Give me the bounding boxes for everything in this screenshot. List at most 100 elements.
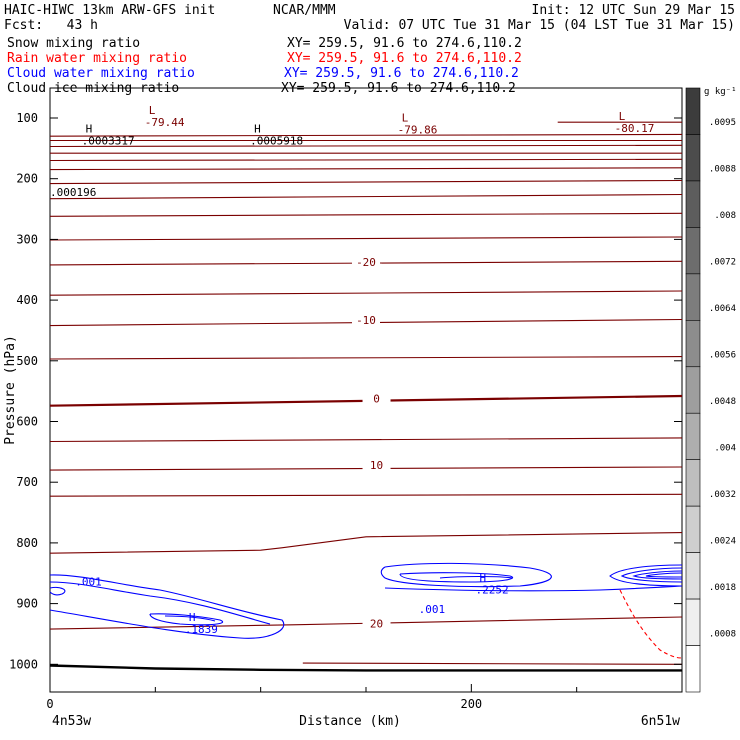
contour-value-label: 10 xyxy=(370,459,383,472)
cloud-water-contour xyxy=(632,570,683,580)
contour-label-background xyxy=(352,314,380,327)
colorbar-segment xyxy=(685,598,701,646)
colorbar-tick-label: .004 xyxy=(714,443,736,453)
contour-label-background xyxy=(362,392,391,405)
extremum-value-label: -80.17 xyxy=(615,122,655,135)
temperature-contour-line xyxy=(49,532,683,554)
temperature-contour-line xyxy=(49,133,683,137)
temperature-contour-line xyxy=(49,493,683,497)
temperature-contour-line xyxy=(49,193,683,200)
extremum-type-label: H xyxy=(86,122,93,135)
y-tick-label: 300 xyxy=(16,232,38,246)
extremum-type-label: L xyxy=(402,111,409,124)
org-title: NCAR/MMM xyxy=(273,3,336,18)
ground-surface-line xyxy=(49,664,682,672)
colorbar-segment xyxy=(685,180,701,228)
colorbar-tick-label: .0032 xyxy=(709,490,736,500)
extremum-type-label: H xyxy=(189,611,196,624)
temperature-contour-line xyxy=(49,167,683,171)
colorbar-tick-label: .0018 xyxy=(709,583,736,593)
colorbar-tick-label: .008 xyxy=(714,211,736,221)
colorbar-tick-label: .0008 xyxy=(709,629,736,639)
valid-time: Valid: 07 UTC Tue 31 Mar 15 (04 LST Tue … xyxy=(344,18,735,33)
cloud-water-contour xyxy=(384,585,683,592)
colorbar-segment xyxy=(685,273,701,321)
colorbar-segment xyxy=(685,459,701,507)
field-legend: Snow mixing ratio XY= 259.5, 91.6 to 274… xyxy=(7,36,522,96)
colorbar-tick-label: .0095 xyxy=(709,118,736,128)
colorbar-segment xyxy=(685,645,701,693)
extremum-value-label: .001 xyxy=(419,603,446,616)
contour-label-background xyxy=(362,617,391,630)
y-tick-label: 1000 xyxy=(9,657,38,671)
cloud-water-contour xyxy=(439,575,513,579)
y-axis-label: Pressure (hPa) xyxy=(3,335,18,445)
extremum-value-label: .1839 xyxy=(185,623,218,636)
legend-snow-label: Snow mixing ratio xyxy=(7,36,140,51)
colorbar-segment xyxy=(685,320,701,368)
temperature-contour-line xyxy=(49,158,683,162)
y-tick-label: 900 xyxy=(16,597,38,611)
y-tick-label: 700 xyxy=(16,475,38,489)
extremum-type-label: L xyxy=(619,110,626,123)
temperature-contour-line xyxy=(302,662,683,665)
extremum-value-label: .001 xyxy=(75,576,102,589)
colorbar-tick-label: .0072 xyxy=(709,258,736,268)
colorbar-tick-label: .0024 xyxy=(709,536,736,546)
temperature-contour-line xyxy=(49,356,683,360)
cloud-water-contour xyxy=(380,562,552,588)
temperature-contour-line xyxy=(49,616,683,630)
legend-snow-xy: XY= 259.5, 91.6 to 274.6,110.2 xyxy=(287,36,522,51)
contour-label-background xyxy=(352,255,380,268)
colorbar-unit: g kg⁻¹ xyxy=(704,87,737,97)
cloud-water-contour xyxy=(164,615,216,622)
rain-water-contour xyxy=(619,589,683,659)
colorbar-tick-label: .0064 xyxy=(709,304,736,314)
colorbar-segment xyxy=(685,412,701,460)
colorbar-segment xyxy=(685,87,701,135)
temperature-contour-line xyxy=(49,437,683,443)
colorbar-tick-label: .0088 xyxy=(709,165,736,175)
colorbar-segment xyxy=(685,552,701,600)
legend-cloudwater-xy: XY= 259.5, 91.6 to 274.6,110.2 xyxy=(284,66,519,81)
extremum-value-label: .000196 xyxy=(50,186,96,199)
colorbar-segment xyxy=(685,227,701,275)
contour-value-label: -10 xyxy=(356,314,376,327)
colorbar-segment xyxy=(685,134,701,182)
y-tick-label: 100 xyxy=(16,111,38,125)
colorbar: .0095 .0088 .008 .0072 .0064 .0056 .0048 .004 .0… xyxy=(685,87,736,693)
temperature-contour-line xyxy=(49,212,683,217)
legend-rain-label: Rain water mixing ratio xyxy=(7,51,187,66)
cloud-water-contour xyxy=(620,567,683,583)
colorbar-segment xyxy=(685,366,701,414)
forecast-hour: Fcst: 43 h xyxy=(4,18,98,33)
colorbar-segment xyxy=(685,505,701,553)
extremum-value-label: .0003317 xyxy=(82,134,135,147)
colorbar-tick-label: .0056 xyxy=(709,351,736,361)
colorbar-tick-label: .0048 xyxy=(709,397,736,407)
y-tick-label: 400 xyxy=(16,293,38,307)
cloud-water-contour xyxy=(49,581,271,625)
temperature-contour-line xyxy=(49,236,683,241)
extremum-value-label: .0005918 xyxy=(250,134,303,147)
cloud-water-contour xyxy=(49,586,66,596)
extremum-value-label: -79.44 xyxy=(145,116,185,129)
temperature-contour-line xyxy=(49,290,683,296)
extremum-type-label: H xyxy=(254,122,261,135)
extremum-value-label: .2252 xyxy=(476,583,509,596)
model-title: HAIC-HIWC 13km ARW-GFS init xyxy=(4,3,215,18)
temperature-contour-line xyxy=(49,179,683,185)
x-axis-label: Distance (km) xyxy=(299,714,401,729)
temperature-contour-line xyxy=(49,144,683,148)
legend-cloudwater-label: Cloud water mixing ratio xyxy=(7,66,195,81)
extremum-value-label: -79.86 xyxy=(398,123,438,136)
init-time: Init: 12 UTC Sun 29 Mar 15 xyxy=(532,3,736,18)
y-tick-label: 200 xyxy=(16,172,38,186)
cloud-water-contour xyxy=(149,613,223,626)
cloud-water-contour xyxy=(49,574,285,639)
temperature-contours xyxy=(49,121,683,672)
extremum-type-label: L xyxy=(149,104,156,117)
y-tick-label: 800 xyxy=(16,536,38,550)
